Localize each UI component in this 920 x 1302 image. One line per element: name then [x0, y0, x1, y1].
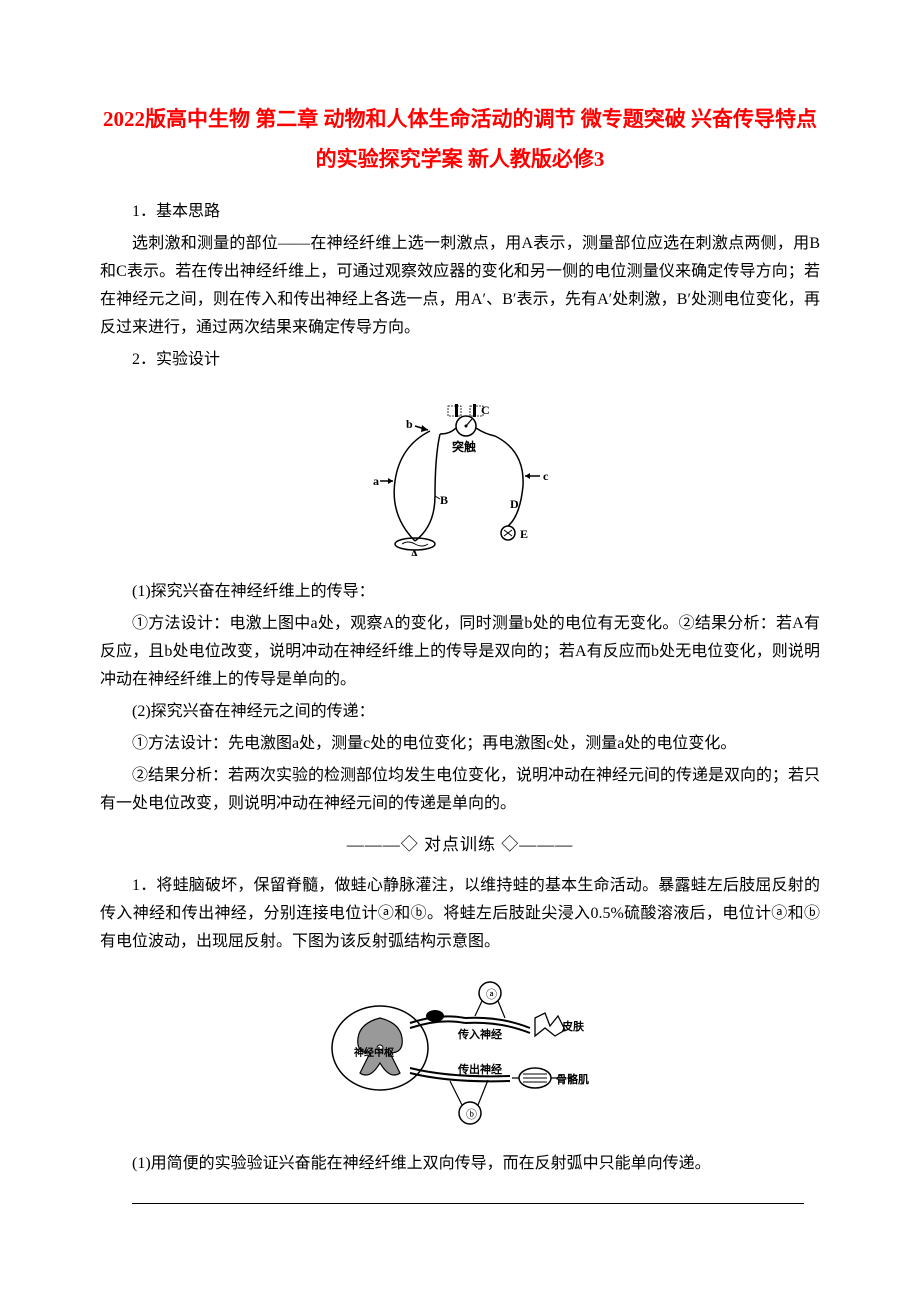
sub1-heading: (1)探究兴奋在神经纤维上的传导：: [100, 578, 820, 606]
label-E: E: [520, 527, 528, 541]
section1-heading: 1．基本思路: [100, 198, 820, 226]
q1-intro: 1．将蛙脑破坏，保留脊髓，做蛙心静脉灌注，以维持蛙的基本生命活动。暴露蛙左后肢屈…: [100, 872, 820, 956]
label-D: D: [510, 497, 519, 511]
label-c: c: [543, 469, 549, 483]
label-muscle: 骨骼肌: [556, 1072, 589, 1086]
diagram2-container: 神经中枢 传入神经 ⓐ 皮肤 传出神经 骨骼肌 ⓑ: [100, 968, 820, 1138]
label-afferent: 传入神经: [457, 1027, 502, 1041]
diagram1-container: a b C 突触 c B D E A: [100, 386, 820, 566]
label-nerve-center: 神经中枢: [354, 1046, 394, 1059]
reflex-arc-diagram: 神经中枢 传入神经 ⓐ 皮肤 传出神经 骨骼肌 ⓑ: [310, 968, 610, 1128]
label-C: C: [481, 403, 490, 417]
label-A: A: [410, 547, 419, 556]
label-synapse: 突触: [452, 439, 476, 454]
label-efferent: 传出神经: [457, 1062, 502, 1076]
label-B: B: [440, 493, 448, 507]
section1-body: 选刺激和测量的部位——在神经纤维上选一刺激点，用A表示，测量部位应选在刺激点两侧…: [100, 230, 820, 342]
label-b: b: [406, 417, 413, 431]
section2-heading: 2．实验设计: [100, 346, 820, 374]
label-a: a: [373, 474, 379, 488]
label-meter-b: ⓑ: [466, 1108, 477, 1121]
label-meter-a: ⓐ: [486, 988, 497, 1001]
q1-sub1: (1)用简便的实验验证兴奋能在神经纤维上双向传导，而在反射弧中只能单向传递。: [100, 1150, 820, 1178]
sub2-heading: (2)探究兴奋在神经元之间的传递：: [100, 698, 820, 726]
practice-divider: ———◇ 对点训练 ◇———: [100, 830, 820, 860]
sub2-method: ①方法设计：先电激图a处，测量c处的电位变化；再电激图c处，测量a处的电位变化。: [100, 730, 820, 758]
experiment-diagram-1: a b C 突触 c B D E A: [360, 386, 560, 556]
sub2-result: ②结果分析：若两次实验的检测部位均发生电位变化，说明冲动在神经元间的传递是双向的…: [100, 762, 820, 818]
answer-blank-line: [132, 1184, 804, 1204]
document-title: 2022版高中生物 第二章 动物和人体生命活动的调节 微专题突破 兴奋传导特点的…: [100, 100, 820, 180]
label-skin: 皮肤: [561, 1019, 585, 1033]
sub1-method: ①方法设计：电激上图中a处，观察A的变化，同时测量b处的电位有无变化。②结果分析…: [100, 610, 820, 694]
